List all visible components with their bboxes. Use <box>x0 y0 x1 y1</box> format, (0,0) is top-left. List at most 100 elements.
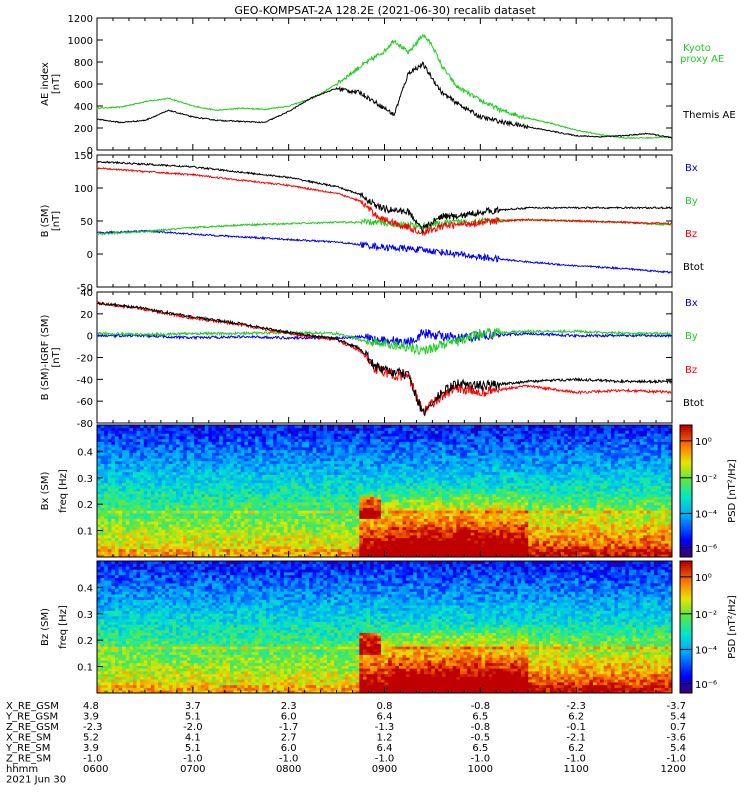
orbit-row-label: Z_RE_SM <box>6 754 51 765</box>
series-line-by <box>96 328 673 356</box>
bz-spec-cb-tick-label: 10⁻⁴ <box>695 645 717 656</box>
legend-bx: Bx <box>685 163 698 174</box>
orbit-cell: -1.0 <box>375 754 395 765</box>
bz-spec-cb-tick-label: 10⁰ <box>695 573 712 584</box>
orbit-cell: 2.7 <box>281 733 297 744</box>
bd-ytick-label: -60 <box>77 397 93 408</box>
bz-spec-ylabel-freq: freq [Hz] <box>58 605 69 649</box>
bx-spec-colorbar-label: PSD [nT²/Hz] <box>727 459 738 523</box>
bx-spec-ytick-label: 0.1 <box>77 527 93 538</box>
chart-title: GEO-KOMPSAT-2A 128.2E (2021-06-30) recal… <box>234 4 536 17</box>
bz-spec-ytick-label: 0.1 <box>77 663 93 674</box>
bd-ylabel-unit: [nT] <box>51 347 62 367</box>
orbit-cell: 1.2 <box>377 733 393 744</box>
bx-spec-colorbar-frame <box>679 424 693 558</box>
orbit-cell: 2.3 <box>281 701 297 712</box>
ae-ytick-label: 1000 <box>68 36 93 47</box>
orbit-row-label: Z_RE_GSM <box>6 722 59 733</box>
orbit-cell: 1200 <box>661 764 686 775</box>
orbit-cell: -1.7 <box>279 722 299 733</box>
bx-spec-cb-tick-label: 10⁻⁴ <box>695 509 717 520</box>
bx-spec-cb-tick-label: 10⁰ <box>695 437 712 448</box>
legend-btot: Btot <box>683 262 704 273</box>
ae-ytick-label: 800 <box>74 58 93 69</box>
orbit-date: 2021 Jun 30 <box>6 775 66 786</box>
orbit-cell: 3.7 <box>185 701 201 712</box>
legend-kyoto-2: proxy AE <box>680 54 724 65</box>
orbit-cell: 1100 <box>563 764 588 775</box>
bx-spec-ytick-label: 0.3 <box>77 474 93 485</box>
legend-by-2: By <box>685 331 698 342</box>
bsm-ylabel: B (SM) <box>40 204 51 237</box>
orbit-row-label: Y_RE_SM <box>5 743 50 754</box>
orbit-cell: 1000 <box>468 764 493 775</box>
orbit-cell: 6.2 <box>568 712 584 723</box>
bsm-ylabel-unit: [nT] <box>51 211 62 231</box>
orbit-cell: 4.8 <box>83 701 99 712</box>
bsm-ytick-label: 50 <box>80 217 93 228</box>
legend-themis: Themis AE <box>682 110 736 121</box>
orbit-cell: 0.8 <box>377 701 393 712</box>
orbit-cell: 6.2 <box>568 743 584 754</box>
orbit-cell: 6.5 <box>472 743 488 754</box>
orbit-cell: 0600 <box>83 764 108 775</box>
orbit-cell: 3.9 <box>83 712 99 723</box>
orbit-cell: -0.5 <box>471 733 491 744</box>
ae-ylabel: AE index <box>40 62 51 106</box>
bz-spec-cb-tick-label: 10⁻² <box>695 610 717 621</box>
bx-spec-colorbar <box>680 425 692 558</box>
orbit-cell: -1.0 <box>183 754 203 765</box>
ae-panel-frame <box>96 17 673 151</box>
bz-spec-ylabel: Bz (SM) <box>40 608 51 646</box>
bd-ytick-label: 0 <box>87 332 93 343</box>
bx-spec-cb-tick-label: 10⁻⁶ <box>695 544 717 555</box>
series-line-bx <box>96 328 673 347</box>
bz-spec-cb-tick-label: 10⁻⁶ <box>695 680 717 691</box>
orbit-cell: 6.4 <box>377 712 393 723</box>
orbit-row-label: X_RE_GSM <box>6 701 59 712</box>
orbit-cell: 0800 <box>276 764 301 775</box>
bsm-ytick-label: -50 <box>77 283 93 294</box>
bz-spec-ytick-label: 0.2 <box>77 636 93 647</box>
bz-spec-colorbar <box>680 561 692 694</box>
orbit-cell: 0700 <box>180 764 205 775</box>
series-line-kyoto-proxy-ae <box>96 33 672 140</box>
orbit-cell: 0900 <box>372 764 397 775</box>
orbit-cell: 5.1 <box>185 743 201 754</box>
series-line-bx <box>96 229 673 274</box>
orbit-cell: -3.7 <box>666 701 686 712</box>
series-line-btot <box>96 301 673 417</box>
orbit-cell: 5.2 <box>83 733 99 744</box>
legend-kyoto-1: Kyoto <box>683 43 711 54</box>
orbit-cell: -1.0 <box>279 754 299 765</box>
bx-spec-ytick-label: 0.2 <box>77 500 93 511</box>
orbit-cell: 6.0 <box>281 712 297 723</box>
bx-spec-ylabel-freq: freq [Hz] <box>58 469 69 513</box>
bd-panel-frame <box>96 291 673 424</box>
orbit-cell: -0.1 <box>566 722 586 733</box>
bz-spec-cells <box>97 561 673 694</box>
ae-ytick-label: 400 <box>74 102 93 113</box>
legend-bz-2: Bz <box>685 365 697 376</box>
orbit-cell: -2.0 <box>183 722 203 733</box>
orbit-cell: -2.1 <box>566 733 586 744</box>
orbit-cell: -0.8 <box>471 722 491 733</box>
legend-bx-2: Bx <box>685 298 698 309</box>
bz-spec-ytick-label: 0.3 <box>77 610 93 621</box>
ae-ytick-label: 200 <box>74 124 93 135</box>
orbit-cell: 5.4 <box>670 712 686 723</box>
bd-ytick-label: -80 <box>77 419 93 430</box>
bd-ytick-label: 20 <box>80 310 93 321</box>
bsm-ytick-label: 100 <box>74 184 93 195</box>
orbit-cell: 4.1 <box>185 733 201 744</box>
orbit-cell: 6.5 <box>472 712 488 723</box>
ae-ytick-label: 0 <box>87 146 93 157</box>
legend-bz: Bz <box>685 229 697 240</box>
orbit-cell: -2.3 <box>566 701 586 712</box>
orbit-cell: 3.9 <box>83 743 99 754</box>
ae-ylabel-unit: [nT] <box>51 74 62 94</box>
orbit-cell: 6.0 <box>281 743 297 754</box>
orbit-row-label: X_RE_SM <box>6 733 51 744</box>
ae-ytick-label: 1200 <box>68 14 93 25</box>
